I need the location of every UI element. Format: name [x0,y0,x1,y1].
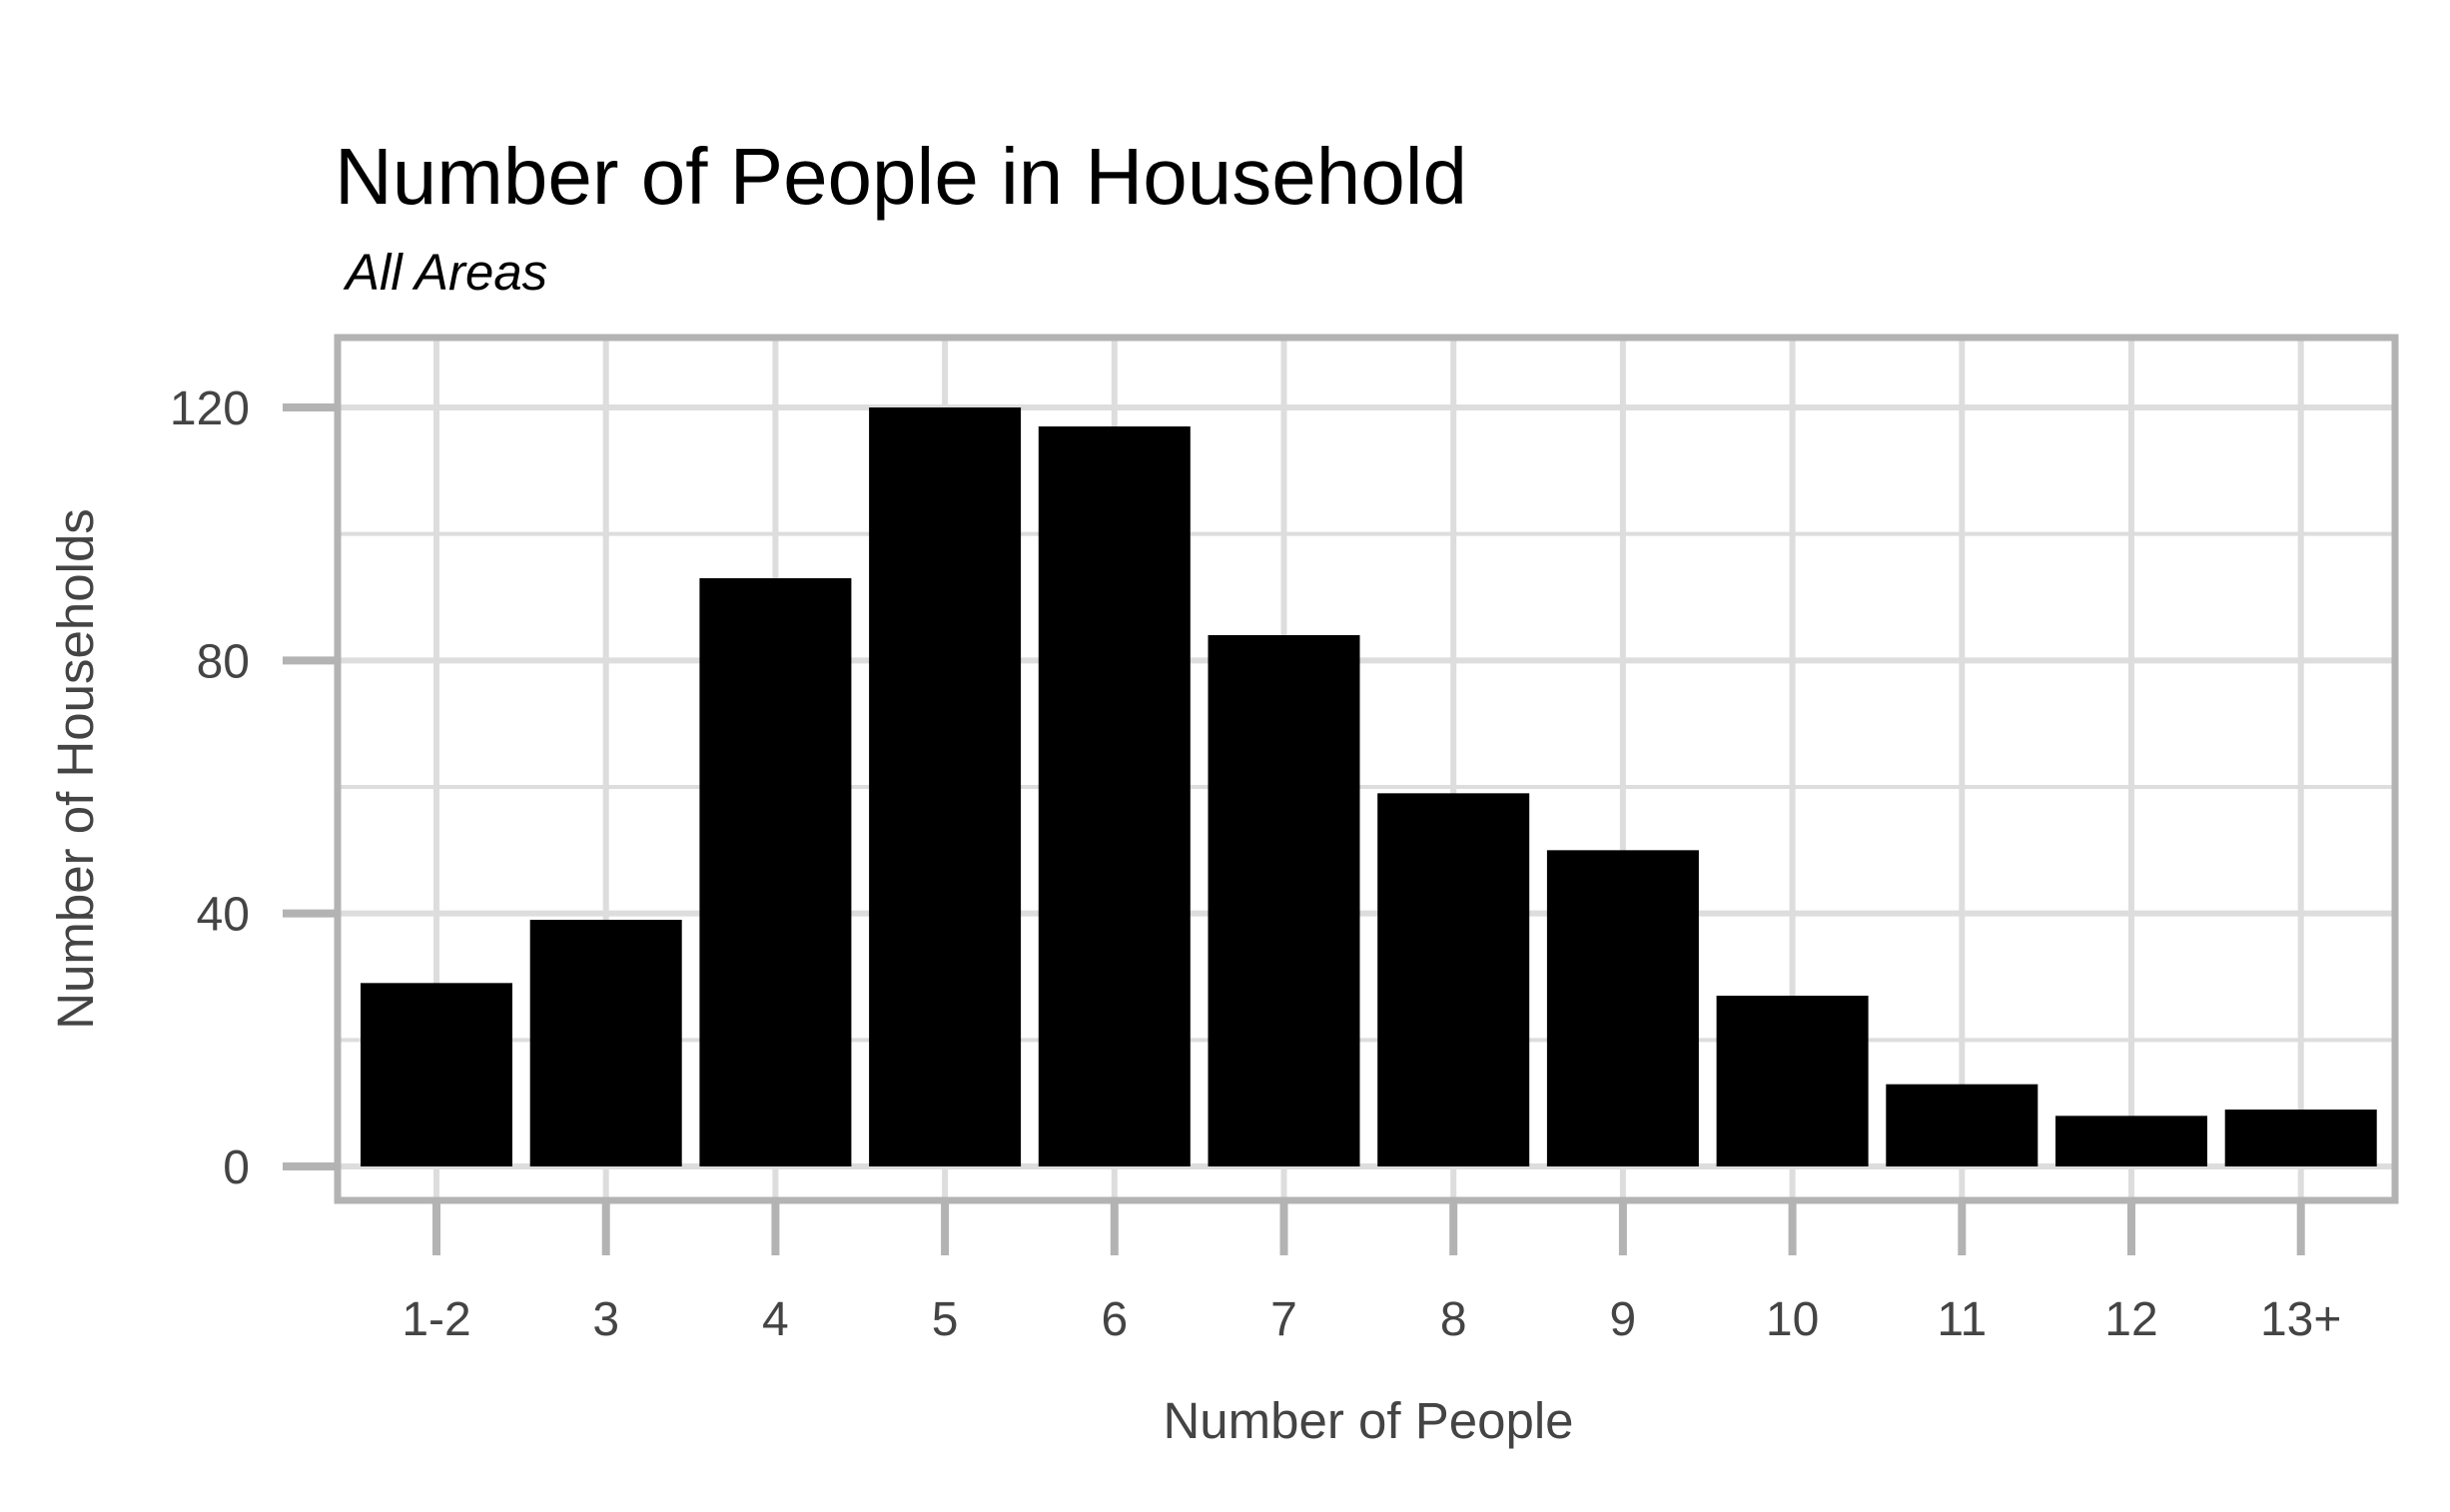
bars [361,407,2377,1166]
y-axis-ticks: 0 40 80 120 [170,382,338,1194]
x-tick-label: 1-2 [402,1293,470,1346]
x-tick-label: 7 [1270,1293,1297,1346]
bar-4 [699,578,852,1166]
y-tick-label: 40 [197,889,250,942]
y-axis-title: Number of Households [47,508,104,1030]
bar-10 [1716,996,1869,1166]
x-tick-label: 5 [932,1293,959,1346]
y-tick-label: 80 [197,635,250,688]
x-axis-title: Number of People [1163,1392,1573,1449]
bar-8 [1377,793,1530,1166]
bar-12 [2055,1116,2207,1166]
bar-1-2 [361,983,512,1166]
plot-frame [334,334,2399,1204]
x-tick-label: 6 [1101,1293,1128,1346]
panel-border [334,334,2399,1204]
x-tick-label: 11 [1937,1293,1987,1346]
y-tick-label: 0 [223,1141,250,1194]
x-tick-label: 3 [592,1293,619,1346]
x-tick-label: 8 [1440,1293,1467,1346]
bar-6 [1038,426,1191,1166]
x-tick-label: 4 [762,1293,789,1346]
chart-subtitle: All Areas [343,244,547,301]
x-tick-label: 9 [1610,1293,1637,1346]
x-tick-label: 13+ [2260,1293,2341,1346]
bar-5 [869,407,1022,1166]
bar-3 [529,920,682,1166]
bar-13+ [2224,1110,2377,1166]
bar-11 [1886,1084,2039,1166]
bar-7 [1208,635,1360,1166]
chart-title: Number of People in Household [335,132,1467,221]
x-axis-ticks: 1-2 3 4 5 6 7 8 9 10 11 12 13+ [402,1200,2341,1346]
x-tick-label: 12 [2104,1293,2157,1346]
bar-9 [1546,850,1699,1166]
y-tick-label: 120 [170,382,250,435]
x-tick-label: 10 [1766,1293,1819,1346]
